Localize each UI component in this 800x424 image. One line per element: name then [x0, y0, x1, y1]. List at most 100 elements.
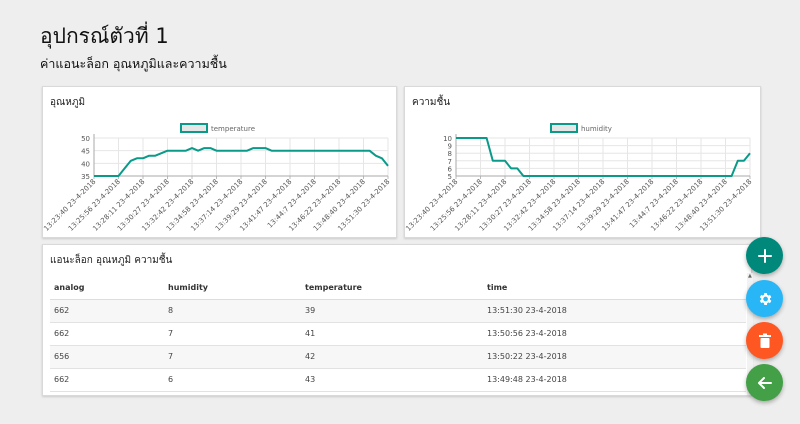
delete-button[interactable] — [746, 322, 783, 359]
humidity-data-point[interactable] — [570, 174, 574, 178]
humidity-data-point[interactable] — [662, 174, 666, 178]
temperature-data-point[interactable] — [98, 174, 102, 178]
temperature-data-point[interactable] — [380, 156, 384, 160]
humidity-data-point[interactable] — [705, 174, 709, 178]
humidity-data-point[interactable] — [589, 174, 593, 178]
temperature-data-point[interactable] — [208, 146, 212, 150]
temperature-data-point[interactable] — [313, 149, 317, 153]
settings-button[interactable] — [746, 280, 783, 317]
humidity-data-point[interactable] — [717, 174, 721, 178]
temperature-data-point[interactable] — [202, 146, 206, 150]
temperature-data-point[interactable] — [153, 154, 157, 158]
humidity-data-point[interactable] — [546, 174, 550, 178]
humidity-data-point[interactable] — [479, 136, 483, 140]
temperature-data-point[interactable] — [288, 149, 292, 153]
temperature-data-point[interactable] — [117, 174, 121, 178]
humidity-data-point[interactable] — [675, 174, 679, 178]
temperature-data-point[interactable] — [123, 166, 127, 170]
temperature-data-point[interactable] — [233, 149, 237, 153]
temperature-data-point[interactable] — [147, 154, 151, 158]
humidity-data-point[interactable] — [497, 159, 501, 163]
humidity-data-point[interactable] — [626, 174, 630, 178]
temperature-legend[interactable]: temperature — [180, 123, 255, 133]
temperature-data-point[interactable] — [245, 149, 249, 153]
temperature-data-point[interactable] — [215, 149, 219, 153]
humidity-data-point[interactable] — [515, 166, 519, 170]
column-header-time[interactable]: time — [483, 277, 746, 300]
humidity-data-point[interactable] — [607, 174, 611, 178]
temperature-data-point[interactable] — [196, 149, 200, 153]
temperature-data-point[interactable] — [270, 149, 274, 153]
temperature-data-point[interactable] — [92, 174, 96, 178]
humidity-legend[interactable]: humidity — [550, 123, 612, 133]
humidity-data-point[interactable] — [699, 174, 703, 178]
humidity-data-point[interactable] — [601, 174, 605, 178]
humidity-data-point[interactable] — [552, 174, 556, 178]
humidity-data-point[interactable] — [558, 174, 562, 178]
scroll-up-arrow-icon[interactable]: ▲ — [748, 273, 752, 279]
humidity-data-point[interactable] — [472, 136, 476, 140]
temperature-data-point[interactable] — [294, 149, 298, 153]
temperature-data-point[interactable] — [141, 156, 145, 160]
humidity-data-point[interactable] — [681, 174, 685, 178]
humidity-data-point[interactable] — [632, 174, 636, 178]
temperature-data-point[interactable] — [184, 149, 188, 153]
humidity-data-point[interactable] — [693, 174, 697, 178]
temperature-data-point[interactable] — [386, 164, 390, 168]
table-row[interactable]: 656 7 42 13:50:22 23-4-2018 — [50, 345, 746, 369]
temperature-data-point[interactable] — [306, 149, 310, 153]
temperature-data-point[interactable] — [178, 149, 182, 153]
humidity-data-point[interactable] — [583, 174, 587, 178]
humidity-data-point[interactable] — [577, 174, 581, 178]
temperature-data-point[interactable] — [159, 151, 163, 155]
temperature-data-point[interactable] — [110, 174, 114, 178]
temperature-data-point[interactable] — [257, 146, 261, 150]
temperature-data-point[interactable] — [331, 149, 335, 153]
back-button[interactable] — [746, 364, 783, 401]
humidity-data-point[interactable] — [509, 166, 513, 170]
humidity-data-point[interactable] — [528, 174, 532, 178]
humidity-data-point[interactable] — [650, 174, 654, 178]
temperature-data-point[interactable] — [355, 149, 359, 153]
add-button[interactable] — [746, 237, 783, 274]
temperature-data-point[interactable] — [282, 149, 286, 153]
temperature-data-point[interactable] — [190, 146, 194, 150]
humidity-data-point[interactable] — [668, 174, 672, 178]
humidity-data-point[interactable] — [748, 151, 752, 155]
humidity-data-point[interactable] — [687, 174, 691, 178]
humidity-data-point[interactable] — [638, 174, 642, 178]
humidity-data-point[interactable] — [644, 174, 648, 178]
humidity-data-point[interactable] — [730, 174, 734, 178]
table-row[interactable]: 662 6 43 13:49:48 23-4-2018 — [50, 368, 746, 392]
humidity-data-point[interactable] — [613, 174, 617, 178]
temperature-data-point[interactable] — [300, 149, 304, 153]
table-row[interactable]: 662 7 41 13:50:56 23-4-2018 — [50, 322, 746, 346]
temperature-data-point[interactable] — [239, 149, 243, 153]
temperature-data-point[interactable] — [172, 149, 176, 153]
humidity-data-point[interactable] — [564, 174, 568, 178]
temperature-data-point[interactable] — [104, 174, 108, 178]
temperature-data-point[interactable] — [337, 149, 341, 153]
humidity-data-point[interactable] — [736, 159, 740, 163]
temperature-data-point[interactable] — [362, 149, 366, 153]
humidity-data-point[interactable] — [491, 159, 495, 163]
temperature-data-point[interactable] — [251, 146, 255, 150]
humidity-data-point[interactable] — [742, 159, 746, 163]
humidity-data-point[interactable] — [656, 174, 660, 178]
column-header-humidity[interactable]: humidity — [164, 277, 301, 300]
humidity-data-point[interactable] — [724, 174, 728, 178]
temperature-data-point[interactable] — [343, 149, 347, 153]
humidity-data-point[interactable] — [485, 136, 489, 140]
humidity-data-point[interactable] — [534, 174, 538, 178]
temperature-data-point[interactable] — [129, 159, 133, 163]
temperature-data-point[interactable] — [227, 149, 231, 153]
humidity-data-point[interactable] — [503, 159, 507, 163]
temperature-data-point[interactable] — [374, 154, 378, 158]
humidity-data-point[interactable] — [454, 136, 458, 140]
temperature-data-point[interactable] — [135, 156, 139, 160]
humidity-data-point[interactable] — [619, 174, 623, 178]
column-header-analog[interactable]: analog — [50, 277, 164, 300]
temperature-data-point[interactable] — [264, 146, 268, 150]
temperature-data-point[interactable] — [319, 149, 323, 153]
temperature-data-point[interactable] — [221, 149, 225, 153]
